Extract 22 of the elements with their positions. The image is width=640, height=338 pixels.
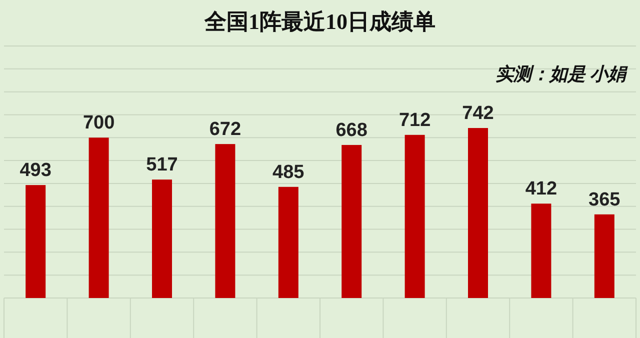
annotation: 实测：如是 小娟 — [496, 64, 629, 84]
bar — [26, 185, 46, 298]
data-label: 712 — [398, 110, 431, 131]
chart-title: 全国1阵最近10日成绩单 — [204, 9, 436, 34]
bar — [342, 144, 362, 298]
data-label: 517 — [146, 154, 178, 176]
bar — [278, 186, 298, 298]
data-label: 672 — [209, 119, 242, 140]
bar — [531, 204, 552, 298]
bar — [468, 128, 488, 298]
data-label: 742 — [462, 103, 494, 124]
bar — [215, 144, 236, 298]
data-label: 668 — [336, 120, 368, 141]
bar — [88, 138, 109, 298]
bar — [152, 180, 172, 298]
data-label: 485 — [272, 162, 305, 183]
bar — [404, 134, 425, 298]
data-label: 412 — [525, 178, 558, 200]
data-label: 700 — [82, 112, 115, 134]
bar — [594, 214, 614, 298]
data-label: 493 — [20, 160, 52, 182]
data-label: 365 — [588, 189, 621, 210]
